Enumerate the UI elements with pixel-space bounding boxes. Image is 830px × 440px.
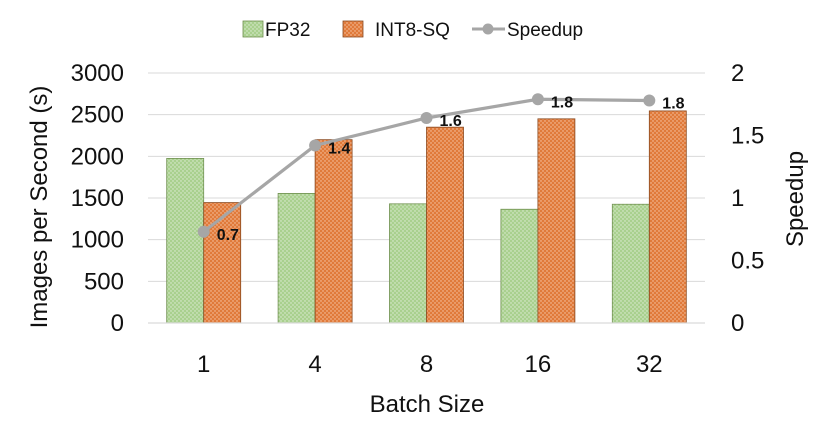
x-axis-ticks: 1 4 8 16 32 xyxy=(197,351,663,378)
y2-tick-label: 1.5 xyxy=(731,123,764,150)
speedup-data-label: 1.4 xyxy=(328,141,350,158)
bar-int8-sq xyxy=(426,126,464,324)
speedup-data-label: 0.7 xyxy=(217,227,239,244)
y-tick-label: 3000 xyxy=(71,60,124,87)
x-tick-label: 16 xyxy=(525,351,552,378)
y2-axis-title: Speedup xyxy=(782,151,809,247)
y2-tick-label: 0.5 xyxy=(731,248,764,275)
speedup-marker xyxy=(309,139,322,152)
legend-label-speedup: Speedup xyxy=(507,20,583,41)
bar-fp32 xyxy=(611,203,650,324)
legend-label-int8-sq: INT8-SQ xyxy=(375,20,450,41)
speedup-marker xyxy=(531,93,544,106)
bar-fp32 xyxy=(500,208,539,324)
y-axis-title: Images per Second (s) xyxy=(26,86,53,329)
bar-fp32 xyxy=(277,193,316,324)
speedup-data-label: 1.8 xyxy=(662,96,684,113)
y-tick-label: 1500 xyxy=(71,185,124,212)
y2-tick-label: 2 xyxy=(731,60,744,87)
x-tick-label: 8 xyxy=(420,351,433,378)
bar-int8-sq xyxy=(314,139,353,324)
data-labels: 0.7 1.4 1.6 1.8 1.8 xyxy=(217,94,685,244)
speedup-marker xyxy=(420,112,433,124)
legend-swatch-fp32 xyxy=(242,20,264,38)
legend-label-fp32: FP32 xyxy=(265,20,310,41)
speedup-line xyxy=(197,93,656,238)
y-tick-label: 2500 xyxy=(71,102,124,129)
legend-swatch-int8-sq xyxy=(342,20,364,38)
bar-int8-sq xyxy=(648,110,687,324)
speedup-marker xyxy=(643,94,656,107)
legend-marker-speedup xyxy=(482,23,494,35)
y-tick-label: 2000 xyxy=(71,143,124,170)
x-axis-title: Batch Size xyxy=(370,391,485,418)
y-tick-label: 0 xyxy=(111,310,124,337)
y-axis-right-ticks: 0 0.5 1 1.5 2 xyxy=(731,60,764,337)
bar-fp32 xyxy=(166,158,205,324)
bar-int8-sq xyxy=(203,202,242,324)
x-tick-label: 1 xyxy=(197,351,210,378)
speedup-data-label: 1.6 xyxy=(440,113,462,130)
y-axis-left-ticks: 0 500 1000 1500 2000 2500 3000 xyxy=(71,60,124,337)
speedup-data-label: 1.8 xyxy=(551,94,573,111)
legend: FP32 INT8-SQ Speedup xyxy=(242,20,583,41)
bar-fp32 xyxy=(389,203,427,324)
x-tick-label: 32 xyxy=(636,351,663,378)
y-tick-label: 1000 xyxy=(71,227,124,254)
x-tick-label: 4 xyxy=(308,351,321,378)
y2-tick-label: 0 xyxy=(731,310,744,337)
bar-int8-sq xyxy=(537,118,576,324)
speedup-marker xyxy=(197,225,210,238)
y2-tick-label: 1 xyxy=(731,185,744,212)
bar-group xyxy=(166,110,687,324)
y-tick-label: 500 xyxy=(84,268,124,295)
